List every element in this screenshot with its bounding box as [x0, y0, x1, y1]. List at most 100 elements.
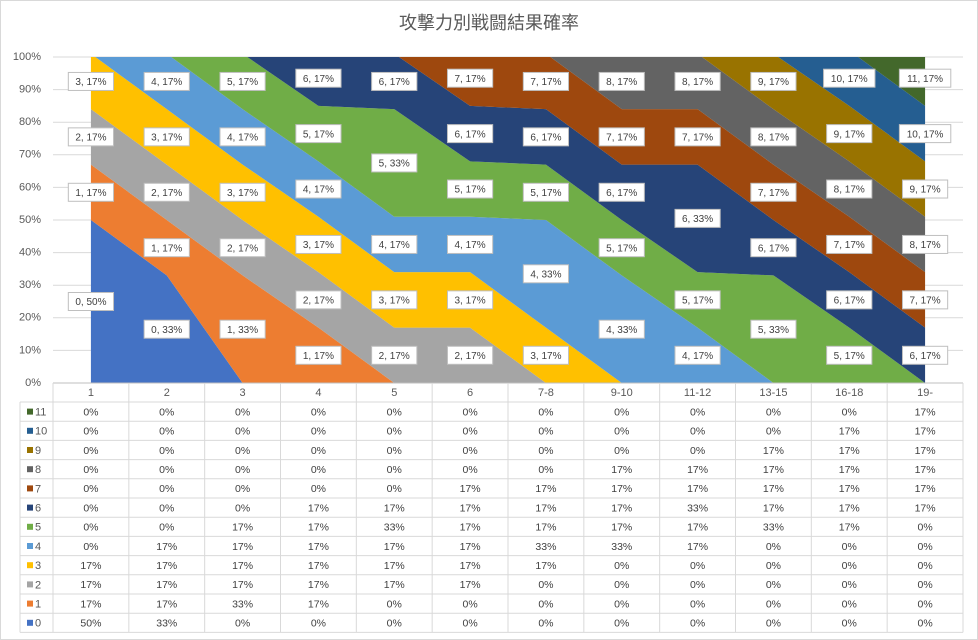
area	[90, 220, 926, 383]
table-cell: 17%	[763, 445, 784, 457]
table-cell: 0%	[462, 464, 477, 476]
table-cell: 17%	[232, 579, 253, 591]
table-cell: 0%	[842, 598, 857, 610]
table-cell: 17%	[232, 560, 253, 572]
data-label: 1, 17%	[303, 351, 334, 362]
table-cell: 17%	[915, 406, 936, 418]
data-label-box	[826, 345, 873, 365]
table-cell: 0%	[538, 464, 553, 476]
table-cell: 17%	[232, 522, 253, 534]
data-label: 6, 17%	[910, 351, 941, 362]
table-cell: 0%	[462, 445, 477, 457]
x-tick-label: 9-10	[611, 387, 633, 399]
data-label: 2, 17%	[75, 133, 106, 144]
table-cell: 0%	[311, 464, 326, 476]
table-cell: 17%	[156, 560, 177, 572]
legend-label: 1	[35, 599, 41, 611]
data-label-box	[750, 182, 797, 202]
table-cell: 17%	[915, 426, 936, 438]
data-label: 2, 17%	[379, 351, 410, 362]
table-cell: 0%	[387, 483, 402, 495]
table-cell: 0%	[83, 483, 98, 495]
data-label: 5, 17%	[530, 188, 561, 199]
table-cell: 17%	[308, 502, 329, 514]
table-cell: 0%	[235, 483, 250, 495]
data-label-box	[143, 127, 190, 147]
legend-label: 8	[35, 464, 41, 476]
table-cell: 0%	[766, 579, 781, 591]
table-cell: 17%	[308, 560, 329, 572]
x-tick-label: 3	[240, 387, 246, 399]
data-label: 6, 17%	[379, 77, 410, 88]
x-tick-label: 6	[467, 387, 473, 399]
table-cell: 17%	[535, 483, 556, 495]
table-cell: 0%	[842, 541, 857, 553]
table-cell: 0%	[690, 406, 705, 418]
data-label-box	[901, 345, 949, 365]
legend-label: 9	[35, 445, 41, 457]
table-cell: 33%	[384, 522, 405, 534]
legend-swatch	[27, 523, 33, 530]
table-cell: 50%	[80, 618, 101, 630]
data-label: 4, 17%	[682, 351, 713, 362]
table-cell: 0%	[235, 618, 250, 630]
data-label: 7, 17%	[530, 77, 561, 88]
y-tick-label: 10%	[19, 344, 41, 356]
data-label: 4, 17%	[227, 133, 258, 144]
table-cell: 0%	[235, 502, 250, 514]
data-label: 3, 17%	[151, 133, 182, 144]
y-tick-label: 100%	[13, 51, 41, 63]
data-label: 2, 17%	[227, 243, 258, 254]
table-cell: 0%	[614, 445, 629, 457]
table-cell: 0%	[842, 560, 857, 572]
y-tick-label: 70%	[19, 149, 41, 161]
table-cell: 17%	[156, 598, 177, 610]
legend-swatch	[27, 600, 33, 607]
table-cell: 0%	[159, 483, 174, 495]
data-label-box	[826, 124, 873, 144]
x-tick-label: 4	[315, 387, 321, 399]
table-cell: 17%	[460, 541, 481, 553]
table-cell: 0%	[614, 560, 629, 572]
legend-swatch	[27, 447, 33, 453]
table-cell: 0%	[462, 618, 477, 630]
table-cell: 33%	[232, 598, 253, 610]
area	[247, 57, 926, 383]
data-label: 10, 17%	[831, 74, 868, 85]
table-cell: 17%	[763, 502, 784, 514]
data-label: 3, 17%	[303, 240, 334, 251]
data-label-box	[598, 127, 645, 147]
table-cell: 0%	[538, 579, 553, 591]
data-label-box	[522, 127, 570, 147]
table-cell: 33%	[687, 502, 708, 514]
legend-label: 4	[35, 541, 41, 553]
data-label: 6, 33%	[682, 214, 713, 225]
x-tick-label: 1	[88, 387, 94, 399]
data-label-box	[522, 345, 570, 365]
table-cell: 0%	[83, 445, 98, 457]
table-cell: 0%	[538, 618, 553, 630]
table-cell: 0%	[917, 560, 932, 572]
data-label: 10, 17%	[907, 129, 944, 140]
table-cell: 17%	[460, 502, 481, 514]
data-label: 9, 17%	[910, 185, 941, 196]
legend-swatch	[27, 581, 33, 588]
data-label: 7, 17%	[910, 296, 941, 307]
table-cell: 0%	[690, 560, 705, 572]
table-cell: 17%	[535, 522, 556, 534]
y-tick-label: 40%	[19, 247, 41, 259]
table-cell: 17%	[535, 560, 556, 572]
data-label-box	[901, 234, 949, 254]
legend-label: 6	[35, 503, 41, 515]
table-cell: 17%	[460, 522, 481, 534]
data-label-box	[371, 345, 418, 365]
table-cell: 0%	[690, 445, 705, 457]
data-label-box	[826, 290, 873, 310]
data-label-box	[750, 71, 797, 91]
legend-swatch	[27, 427, 33, 434]
table-cell: 0%	[462, 426, 477, 438]
data-label: 6, 17%	[530, 133, 561, 144]
data-label-box	[674, 290, 721, 310]
